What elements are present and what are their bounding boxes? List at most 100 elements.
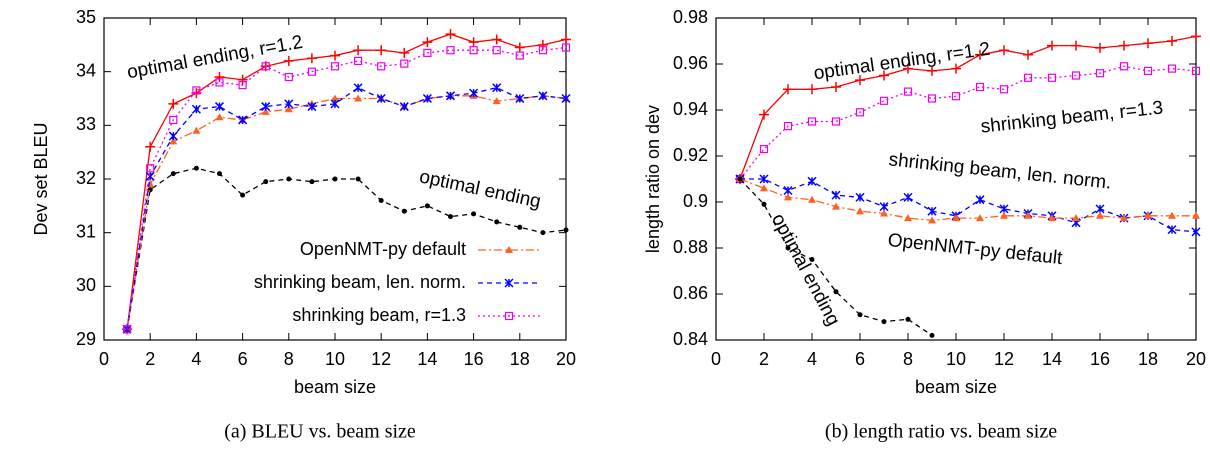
x-tick-label: 2	[145, 349, 155, 369]
marker	[330, 50, 340, 61]
marker	[1096, 211, 1104, 219]
marker	[284, 99, 294, 109]
marker	[331, 94, 339, 102]
y-tick-label: 31	[76, 221, 96, 241]
marker	[1191, 66, 1201, 76]
marker	[400, 59, 409, 68]
marker	[146, 164, 155, 173]
marker	[1119, 40, 1129, 51]
marker	[215, 78, 224, 87]
x-tick-label: 18	[510, 349, 530, 369]
marker	[537, 39, 548, 50]
marker	[354, 94, 363, 102]
y-tick-label: 0.84	[673, 329, 708, 349]
marker	[240, 192, 246, 198]
marker	[517, 224, 523, 230]
marker	[353, 83, 363, 93]
marker	[759, 174, 769, 184]
x-tick-label: 2	[759, 349, 769, 369]
marker	[378, 197, 384, 203]
marker	[561, 34, 571, 45]
marker	[905, 316, 911, 322]
marker	[192, 126, 201, 134]
y-tick-label: 0.94	[673, 99, 708, 119]
marker	[263, 179, 269, 185]
marker	[217, 171, 222, 177]
marker	[376, 93, 386, 104]
marker	[514, 42, 525, 53]
marker	[261, 62, 270, 71]
marker	[855, 192, 865, 202]
caption: (b) length ratio vs. beam size	[825, 421, 1057, 443]
marker	[833, 289, 839, 295]
series-line	[740, 178, 1197, 233]
marker	[999, 85, 1009, 94]
marker	[737, 176, 743, 182]
marker	[927, 206, 937, 216]
marker	[307, 67, 316, 76]
y-tick-label: 0.92	[673, 145, 708, 165]
marker	[492, 97, 501, 105]
y-tick-label: 0.88	[673, 237, 708, 257]
plot-frame	[103, 17, 567, 341]
marker	[1120, 214, 1128, 222]
marker	[929, 332, 935, 338]
marker	[306, 53, 317, 64]
plot-frame	[715, 17, 1197, 341]
marker	[169, 115, 178, 125]
marker	[354, 56, 363, 66]
y-tick-label: 0.96	[673, 53, 708, 73]
marker	[491, 34, 502, 45]
marker	[783, 121, 793, 131]
marker	[831, 82, 841, 92]
marker	[286, 176, 292, 182]
marker	[214, 102, 225, 112]
marker	[399, 47, 410, 58]
y-axis-label: length ratio on dev	[643, 105, 663, 253]
series-annotation: shrinking beam, len. norm.	[888, 149, 1113, 193]
marker	[928, 216, 936, 224]
series-annotation: optimal ending, r=1.2	[125, 32, 304, 84]
marker	[1119, 62, 1129, 71]
marker	[561, 43, 571, 52]
y-tick-label: 30	[76, 275, 96, 295]
marker	[445, 91, 456, 101]
marker	[401, 208, 407, 214]
marker	[492, 46, 501, 55]
y-tick-label: 34	[76, 60, 96, 80]
x-tick-label: 14	[1042, 349, 1062, 369]
x-tick-label: 0	[711, 349, 721, 369]
caption: (a) BLEU vs. beam size	[224, 421, 416, 443]
marker	[561, 93, 571, 104]
marker	[999, 45, 1009, 56]
x-tick-label: 8	[903, 349, 913, 369]
marker	[903, 63, 913, 74]
marker	[145, 141, 156, 152]
marker	[309, 179, 315, 185]
marker	[857, 312, 863, 318]
marker	[879, 202, 889, 212]
marker	[1168, 211, 1176, 219]
marker	[1191, 31, 1201, 42]
marker	[951, 63, 961, 74]
marker	[1192, 211, 1200, 219]
y-tick-label: 32	[76, 168, 96, 188]
marker	[1095, 69, 1105, 78]
legend-label: shrinking beam, len. norm.	[254, 272, 466, 292]
marker	[469, 88, 479, 98]
series-line	[739, 178, 1196, 222]
marker	[492, 83, 502, 93]
marker	[880, 209, 888, 217]
y-tick-label: 33	[76, 114, 96, 134]
marker	[1072, 214, 1080, 222]
marker	[831, 190, 841, 200]
marker	[192, 86, 201, 95]
marker	[809, 257, 815, 262]
marker	[808, 195, 816, 203]
marker	[332, 176, 338, 182]
marker	[832, 202, 840, 210]
marker	[879, 70, 889, 81]
marker	[307, 102, 317, 112]
marker	[784, 193, 792, 201]
